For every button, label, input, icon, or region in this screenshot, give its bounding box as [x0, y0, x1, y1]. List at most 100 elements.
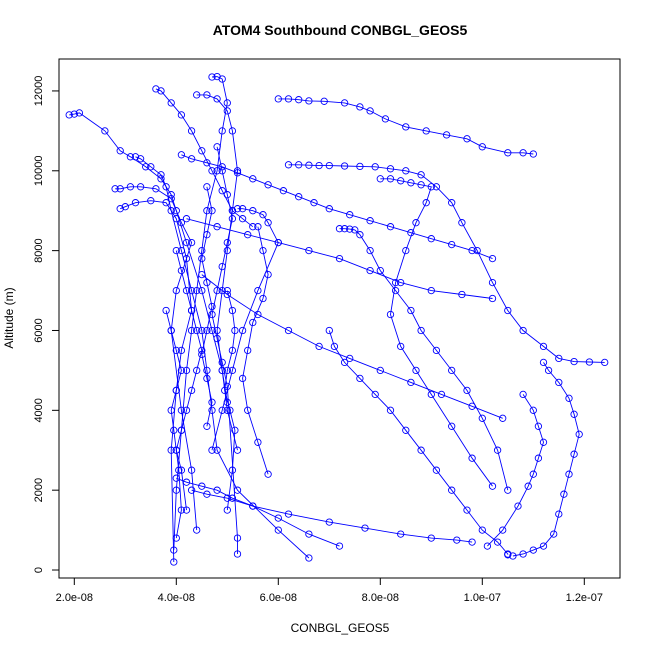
- data-point: [386, 223, 395, 231]
- data-point: [198, 350, 206, 359]
- data-point: [356, 103, 364, 111]
- data-point: [177, 426, 186, 434]
- series-group: [177, 151, 497, 263]
- data-point: [238, 374, 247, 383]
- data-point: [116, 147, 124, 155]
- data-point: [427, 286, 435, 295]
- data-point: [193, 91, 201, 99]
- data-point: [203, 490, 211, 498]
- data-point: [203, 422, 211, 430]
- series-group: [198, 270, 507, 422]
- data-point: [238, 326, 247, 335]
- data-point: [177, 346, 186, 355]
- data-point: [187, 326, 196, 335]
- series-group: [274, 95, 537, 158]
- data-point: [264, 181, 272, 189]
- data-point: [223, 191, 231, 199]
- series-group: [182, 215, 497, 303]
- series-group: [208, 143, 242, 558]
- data-point: [524, 482, 532, 490]
- data-point: [198, 147, 206, 155]
- data-point: [499, 414, 507, 422]
- data-point: [555, 378, 563, 387]
- data-point: [193, 286, 201, 295]
- data-point: [376, 175, 384, 183]
- data-point: [70, 110, 78, 118]
- data-point: [325, 205, 333, 213]
- data-point: [213, 334, 221, 343]
- data-point: [228, 207, 237, 215]
- data-point: [228, 346, 237, 355]
- series-group: [162, 306, 186, 542]
- data-point: [412, 366, 420, 375]
- series-group: [325, 326, 512, 559]
- data-point: [351, 226, 359, 234]
- y-tick-label: 6000: [33, 318, 45, 342]
- data-point: [305, 97, 313, 105]
- data-point: [366, 217, 374, 225]
- data-point: [437, 390, 446, 399]
- data-point: [223, 406, 231, 414]
- data-point: [504, 486, 512, 494]
- data-point: [218, 163, 226, 171]
- data-point: [228, 466, 237, 474]
- data-point: [295, 161, 303, 169]
- data-point: [555, 354, 563, 363]
- data-point: [274, 514, 282, 522]
- data-point: [233, 169, 242, 177]
- data-point: [157, 87, 165, 95]
- data-point: [376, 266, 384, 275]
- data-point: [223, 238, 231, 247]
- data-point: [529, 470, 537, 478]
- series-line: [211, 146, 238, 554]
- data-point: [570, 410, 578, 418]
- data-point: [468, 246, 476, 255]
- data-point: [488, 254, 497, 263]
- y-tick-label: 8000: [33, 238, 45, 262]
- data-point: [519, 326, 527, 335]
- data-point: [203, 231, 211, 239]
- data-point: [335, 542, 344, 550]
- series-group: [483, 390, 548, 550]
- data-point: [208, 207, 216, 215]
- x-tick-label: 6.0e-08: [260, 592, 297, 604]
- data-point: [208, 167, 216, 175]
- data-point: [233, 167, 242, 175]
- data-point: [422, 127, 430, 135]
- data-point: [335, 225, 344, 233]
- data-point: [534, 454, 543, 462]
- data-point: [244, 231, 252, 239]
- data-point: [366, 107, 374, 115]
- data-point: [539, 542, 548, 550]
- data-point: [366, 266, 374, 275]
- data-point: [427, 235, 435, 243]
- data-point: [218, 286, 226, 295]
- series-line: [120, 200, 193, 563]
- data-point: [295, 193, 303, 201]
- data-point: [187, 306, 196, 315]
- data-point: [116, 205, 124, 213]
- data-point: [340, 99, 349, 107]
- data-point: [397, 278, 405, 287]
- data-point: [504, 306, 512, 315]
- data-point: [177, 151, 186, 159]
- series-group: [376, 175, 497, 490]
- data-point: [432, 466, 441, 474]
- data-point: [402, 426, 410, 434]
- data-point: [228, 366, 237, 375]
- data-point: [187, 155, 196, 163]
- data-point: [249, 223, 257, 231]
- data-point: [172, 534, 180, 542]
- data-point: [448, 240, 456, 249]
- data-point: [386, 165, 395, 173]
- y-tick-label: 2000: [33, 478, 45, 502]
- data-point: [228, 215, 237, 223]
- data-point: [172, 207, 180, 215]
- data-point: [223, 382, 231, 391]
- data-point: [233, 550, 242, 558]
- data-point: [264, 219, 272, 227]
- series-line: [69, 112, 228, 403]
- data-point: [203, 278, 211, 287]
- data-point: [198, 482, 206, 490]
- data-point: [182, 215, 191, 223]
